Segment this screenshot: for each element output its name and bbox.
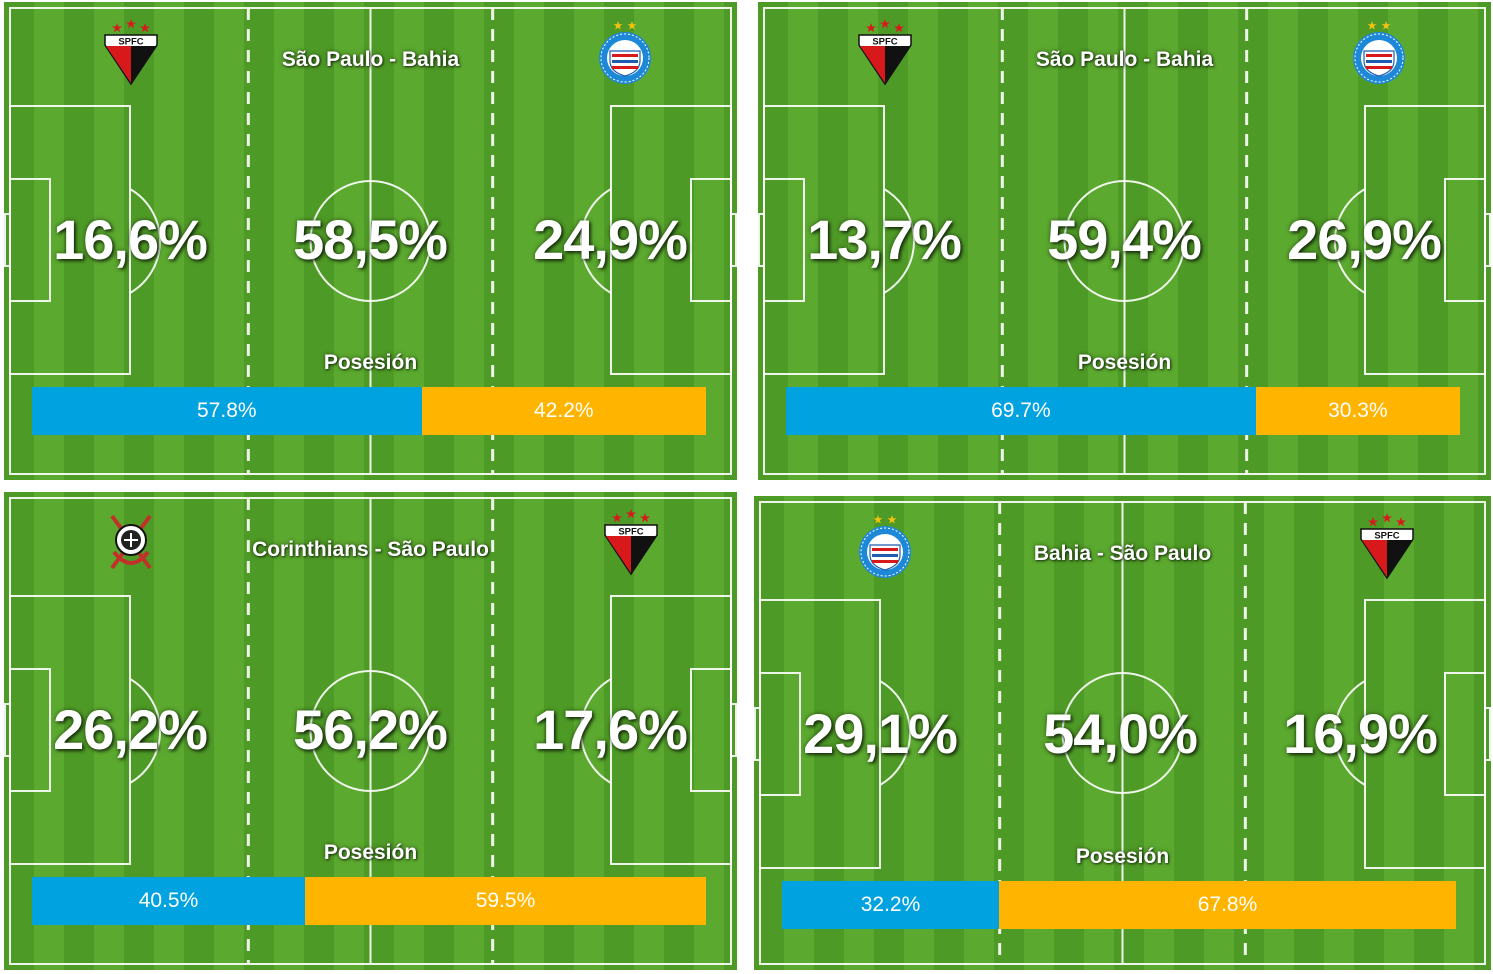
possession-away-segment: 30.3%: [1255, 387, 1460, 435]
possession-away-segment: 59.5%: [304, 877, 706, 925]
possession-bar: 40.5% 59.5%: [32, 877, 706, 925]
bahia-crest-icon: [596, 18, 654, 86]
match-title: Bahia - São Paulo: [1033, 542, 1212, 565]
zone-left-percentage: 16,6%: [53, 208, 208, 271]
pitch-lines: [758, 7, 1491, 475]
stats-panel-4: SPFC Bahia - São Paulo 29,1% 54,0% 16,9%…: [754, 496, 1491, 970]
spfc-crest-icon: SPFC: [602, 508, 660, 576]
possession-home-segment: 57.8%: [32, 387, 422, 435]
possession-bar: 57.8% 42.2%: [32, 387, 706, 435]
possession-away-segment: 67.8%: [999, 881, 1456, 929]
possession-bar: 32.2% 67.8%: [782, 881, 1456, 929]
zone-left-percentage: 29,1%: [803, 702, 958, 765]
zone-right-percentage: 26,9%: [1287, 208, 1442, 271]
zone-left-percentage: 26,2%: [53, 698, 208, 761]
zone-right-percentage: 16,9%: [1283, 702, 1438, 765]
bahia-crest-icon: [856, 512, 914, 580]
possession-label: Posesión: [1075, 845, 1170, 868]
possession-label: Posesión: [1077, 351, 1172, 374]
svg-text:SPFC: SPFC: [872, 37, 897, 48]
spfc-crest-icon: SPFC: [1358, 512, 1416, 580]
possession-home-segment: 32.2%: [782, 881, 1000, 929]
spfc-crest-icon: SPFC: [102, 18, 160, 86]
possession-home-segment: 69.7%: [786, 387, 1256, 435]
possession-bar: 69.7% 30.3%: [786, 387, 1460, 435]
stats-panel-2: SPFC São Paulo - Bahia 13,7% 59,4% 26,9%…: [758, 2, 1491, 480]
zone-middle-percentage: 58,5%: [293, 208, 448, 271]
svg-text:SPFC: SPFC: [118, 37, 143, 48]
corinthians-crest-icon: [102, 508, 160, 576]
zone-left-percentage: 13,7%: [807, 208, 962, 271]
match-title: São Paulo - Bahia: [1035, 48, 1214, 71]
zone-middle-percentage: 56,2%: [293, 698, 448, 761]
svg-text:SPFC: SPFC: [1374, 531, 1399, 542]
bahia-crest-icon: [1350, 18, 1408, 86]
zone-middle-percentage: 54,0%: [1043, 702, 1198, 765]
svg-text:SPFC: SPFC: [618, 527, 643, 538]
spfc-crest-icon: SPFC: [856, 18, 914, 86]
zone-right-percentage: 24,9%: [533, 208, 688, 271]
zone-middle-percentage: 59,4%: [1047, 208, 1202, 271]
possession-label: Posesión: [323, 351, 418, 374]
possession-home-segment: 40.5%: [32, 877, 305, 925]
stats-panel-3: SPFC Corinthians - São Paulo 26,2% 56,2%…: [4, 492, 737, 970]
possession-away-segment: 42.2%: [421, 387, 706, 435]
zone-right-percentage: 17,6%: [533, 698, 688, 761]
possession-label: Posesión: [323, 841, 418, 864]
stats-panel-1: SPFC São Paulo - Bahia 16,6% 58,5% 24,9%…: [4, 2, 737, 480]
match-title: São Paulo - Bahia: [281, 48, 460, 71]
match-title: Corinthians - São Paulo: [252, 538, 489, 561]
